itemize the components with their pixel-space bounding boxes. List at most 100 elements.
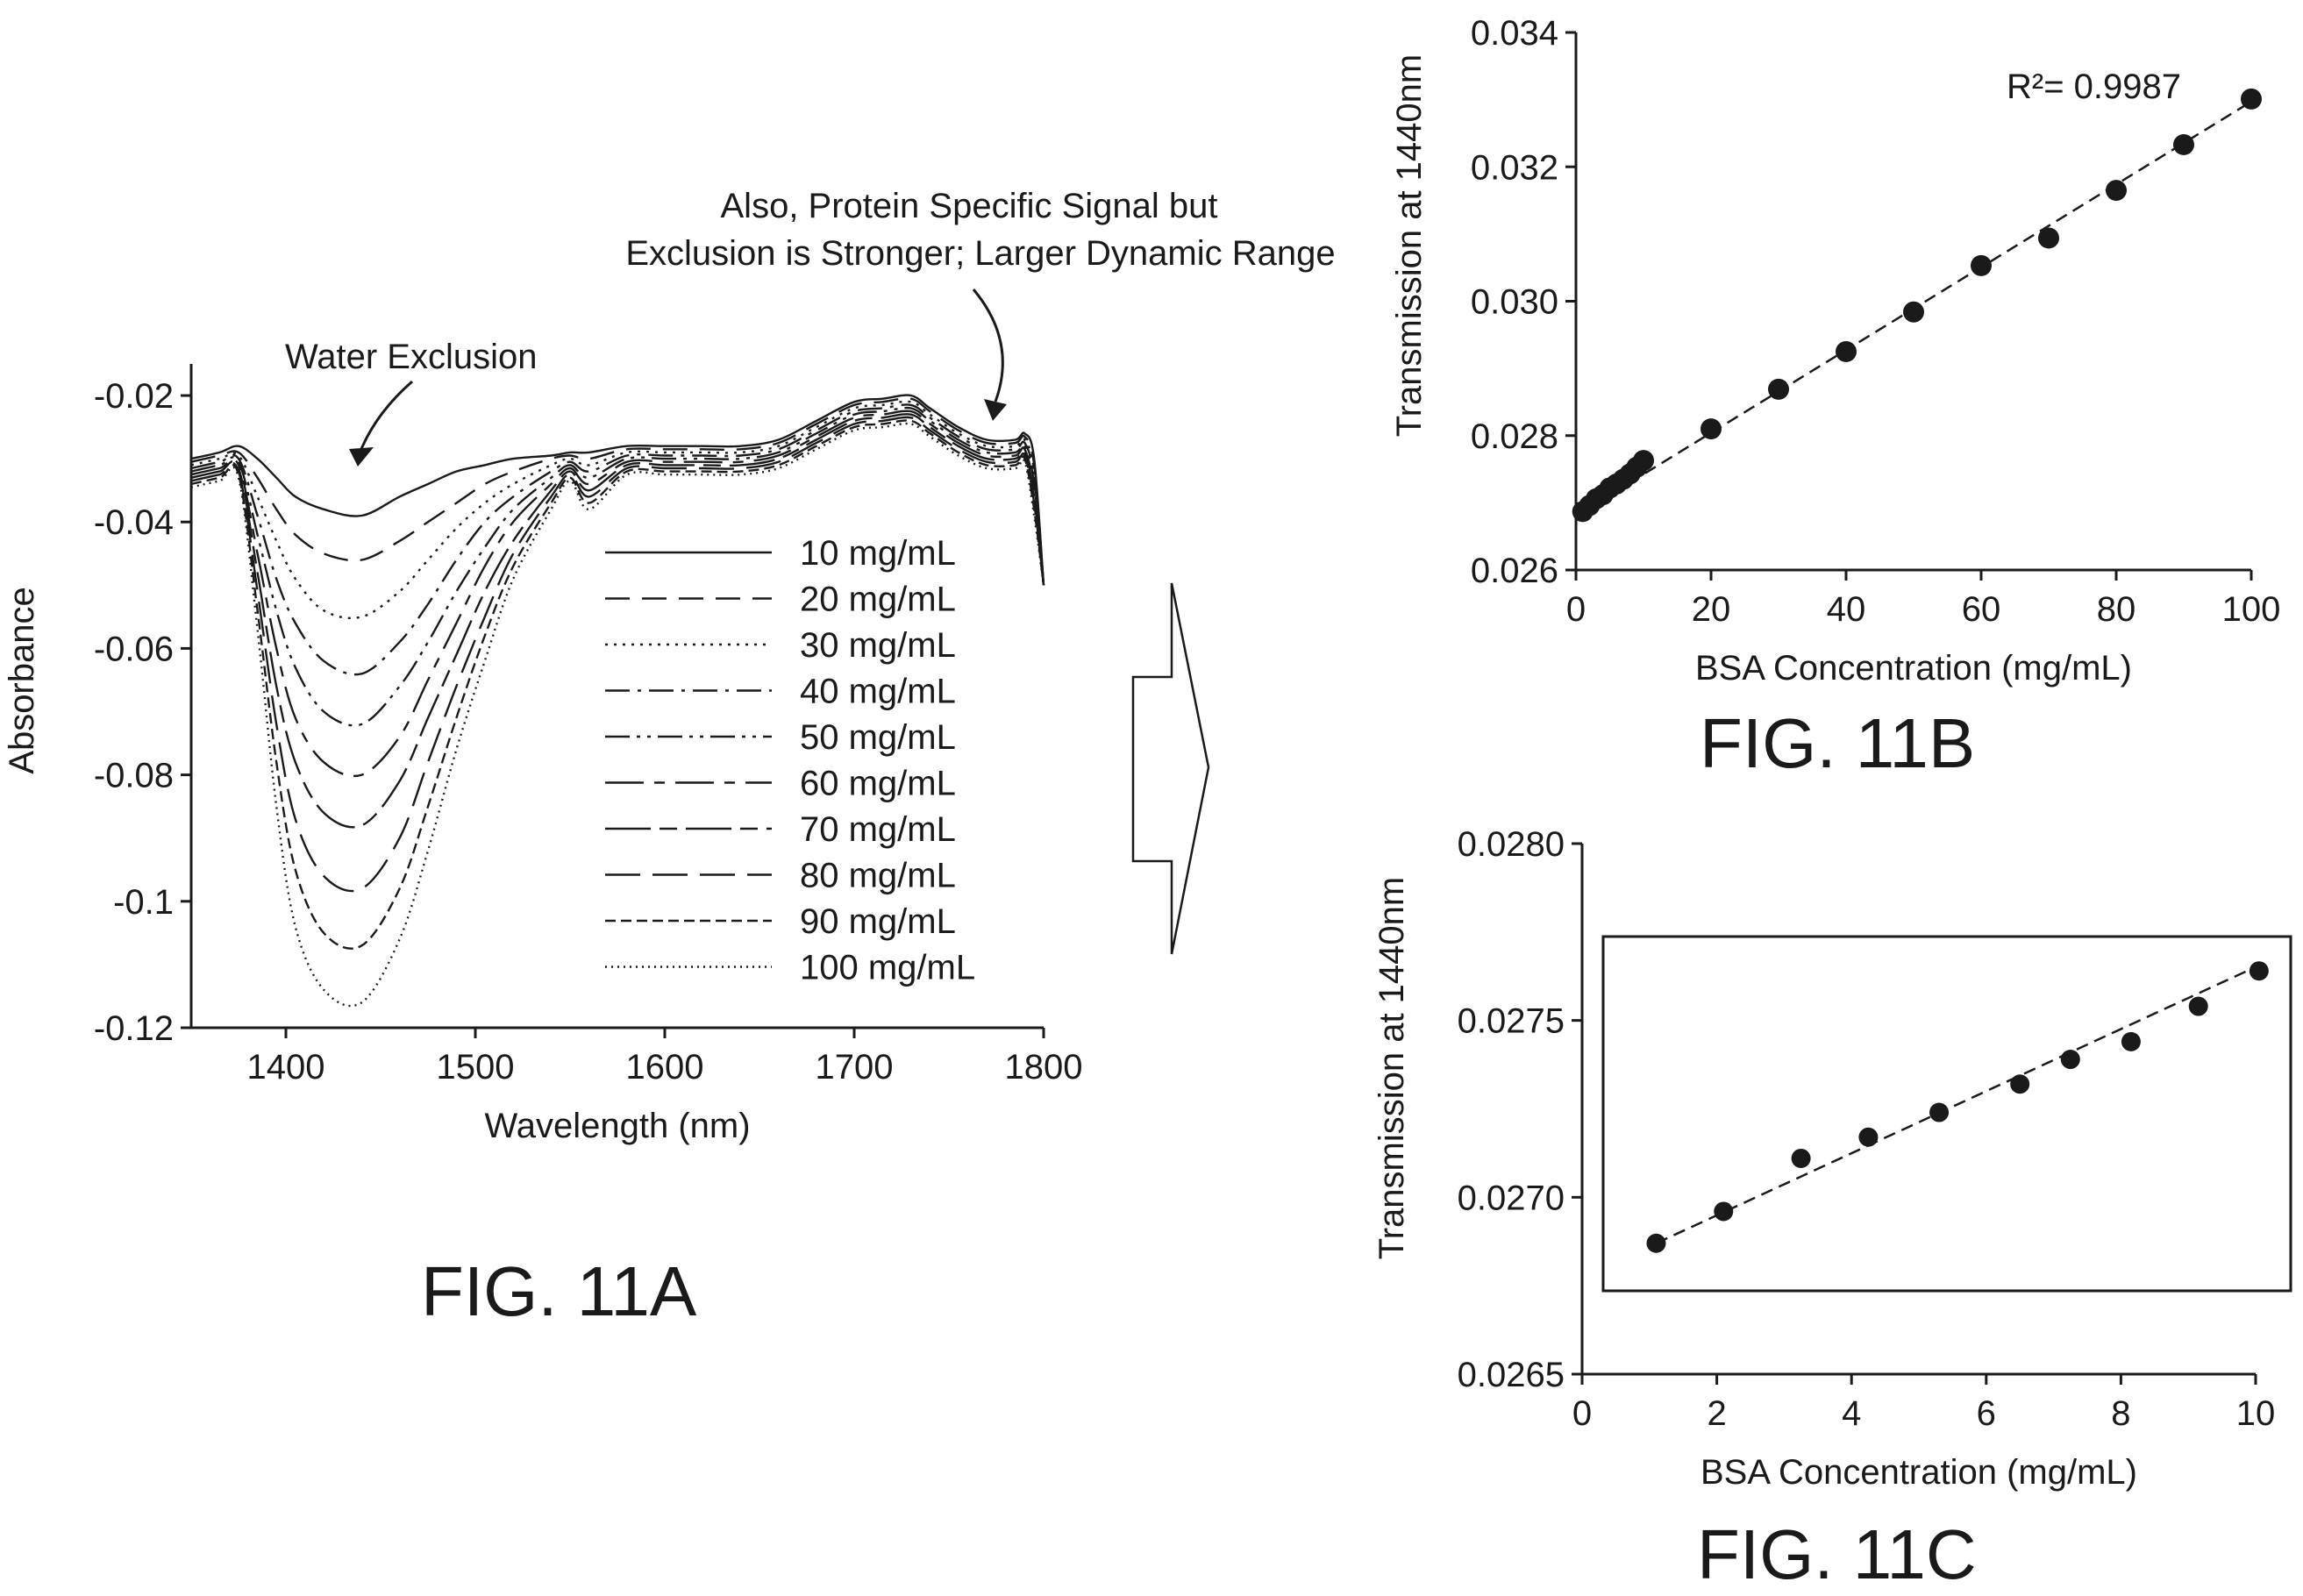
axes-fig-11c: 0 2 4 6 8 10 0.0265 0.0270 0.0275 0.0280 BSA Conce… <box>1373 825 2275 1492</box>
y-tick-label: 0.028 <box>1471 417 1558 456</box>
series-line <box>190 416 1045 893</box>
data-point <box>2121 1031 2141 1051</box>
x-tick-label: 60 <box>1962 590 2001 629</box>
legend-label: 60 mg/mL <box>800 765 956 803</box>
y-tick-label: 0.026 <box>1471 552 1558 590</box>
x-tick-label: 1400 <box>247 1048 325 1087</box>
y-tick-label: 0.0270 <box>1458 1179 1565 1217</box>
x-tick-label: 4 <box>1842 1394 1861 1433</box>
data-point <box>2106 180 2127 202</box>
data-point <box>1701 418 1722 440</box>
x-tick-label: 1800 <box>1005 1048 1083 1087</box>
legend-label: 20 mg/mL <box>800 581 956 619</box>
block-arrow <box>1131 582 1210 955</box>
y-tick-label: -0.12 <box>94 1009 174 1048</box>
x-tick-label: 20 <box>1692 590 1731 629</box>
y-axis-label: Transmission at 1440nm <box>1390 54 1429 437</box>
legend-label: 70 mg/mL <box>800 810 956 849</box>
y-tick-label: -0.1 <box>113 883 174 922</box>
data-point <box>2241 88 2262 110</box>
legend-label: 100 mg/mL <box>800 949 975 987</box>
data-point <box>1646 1233 1666 1253</box>
annotation-protein-line1: Also, Protein Specific Signal but <box>721 187 1218 225</box>
axes-fig-11a: 1400 1500 1600 1700 1800 -0.02 -0.04 -0.06 -0.08… <box>3 364 1082 1145</box>
inset-frame <box>1601 935 2292 1293</box>
data-point <box>1858 1127 1879 1147</box>
x-axis-label: Wavelength (nm) <box>484 1107 750 1145</box>
series-line <box>190 410 1045 778</box>
annotation-water-exclusion: Water Exclusion <box>285 338 538 376</box>
legend-label: 90 mg/mL <box>800 902 956 941</box>
panel-fig-11a: 1400 1500 1600 1700 1800 -0.02 -0.04 -0.06 -0.08… <box>3 187 1336 1330</box>
x-tick-label: 8 <box>2111 1394 2130 1433</box>
y-tick-label: 0.0280 <box>1458 825 1565 864</box>
x-tick-label: 0 <box>1572 1394 1592 1433</box>
panel-fig-11b: 0 20 40 60 80 100 0.026 0.028 0.030 0.032 0.034 BSA… <box>1390 14 2280 782</box>
legend-label: 10 mg/mL <box>800 534 956 573</box>
x-axis-label: BSA Concentration (mg/mL) <box>1695 649 2132 688</box>
series-line <box>190 397 1045 586</box>
x-tick-label: 2 <box>1707 1394 1726 1433</box>
y-tick-label: -0.06 <box>94 630 174 668</box>
x-tick-label: 100 <box>2222 590 2281 629</box>
data-point <box>1903 301 1924 323</box>
series-line <box>190 406 1045 727</box>
legend-label: 40 mg/mL <box>800 673 956 711</box>
data-point <box>1836 340 1857 362</box>
annotation-protein-line2: Exclusion is Stronger; Larger Dynamic Ra… <box>625 234 1335 273</box>
legend-label: 50 mg/mL <box>800 718 956 757</box>
y-tick-label: 0.0265 <box>1458 1356 1565 1394</box>
data-point <box>1791 1148 1811 1168</box>
data-point <box>2173 133 2194 155</box>
data-point <box>1633 450 1654 472</box>
series-line <box>190 394 1045 586</box>
absorbance-lines <box>190 394 1045 1008</box>
fit-line <box>1655 962 2264 1244</box>
fig-11b-label: FIG. 11B <box>1700 704 1975 782</box>
fig-11c-label: FIG. 11C <box>1697 1515 1977 1593</box>
y-tick-label: 0.030 <box>1471 283 1558 322</box>
x-tick-label: 80 <box>2097 590 2136 629</box>
y-tick-label: 0.034 <box>1471 14 1558 53</box>
points-fig-11b <box>1572 88 2262 523</box>
x-tick-label: 6 <box>1977 1394 1996 1433</box>
data-point <box>1971 254 1992 276</box>
x-tick-label: 1500 <box>437 1048 515 1087</box>
arrowhead-protein-signal <box>984 399 1007 421</box>
y-axis-label: Transmission at 1440nm <box>1373 877 1411 1259</box>
arrowhead-water-exclusion <box>349 447 374 467</box>
annotation-r-squared: R²= 0.9987 <box>2007 68 2181 106</box>
y-tick-label: -0.02 <box>94 377 174 416</box>
y-tick-label: 0.0275 <box>1458 1002 1565 1041</box>
series-line <box>190 422 1045 1008</box>
series-line <box>190 413 1045 829</box>
x-tick-label: 40 <box>1827 590 1866 629</box>
data-point <box>2038 227 2059 249</box>
series-line <box>190 403 1045 676</box>
legend-label: 30 mg/mL <box>800 626 956 665</box>
data-point <box>1929 1102 1950 1122</box>
data-point <box>2188 996 2208 1016</box>
panel-fig-11c: 0 2 4 6 8 10 0.0265 0.0270 0.0275 0.0280 BSA Conce… <box>1373 825 2292 1593</box>
data-point <box>2249 961 2269 981</box>
x-tick-label: 1600 <box>626 1048 704 1087</box>
series-line <box>190 419 1045 950</box>
data-point <box>2060 1050 2080 1070</box>
y-tick-label: 0.032 <box>1471 148 1558 187</box>
legend-fig-11a: 10 mg/mL 20 mg/mL 30 mg/mL 40 mg/mL 50 mg/mL… <box>605 534 975 987</box>
legend-label: 80 mg/mL <box>800 857 956 895</box>
y-tick-label: -0.08 <box>94 757 174 795</box>
x-tick-label: 1700 <box>816 1048 894 1087</box>
data-point <box>2010 1074 2030 1094</box>
data-point <box>1714 1201 1734 1222</box>
y-tick-label: -0.04 <box>94 503 174 542</box>
x-axis-label: BSA Concentration (mg/mL) <box>1701 1453 2137 1492</box>
arrow-water-exclusion <box>360 380 413 450</box>
fig-11a-label: FIG. 11A <box>421 1252 697 1330</box>
points-fig-11c <box>1646 961 2269 1253</box>
data-point <box>1768 378 1789 400</box>
axes-fig-11b: 0 20 40 60 80 100 0.026 0.028 0.030 0.032 0.034 BSA… <box>1390 14 2280 688</box>
arrow-protein-signal <box>972 289 1004 403</box>
series-line <box>190 400 1045 620</box>
